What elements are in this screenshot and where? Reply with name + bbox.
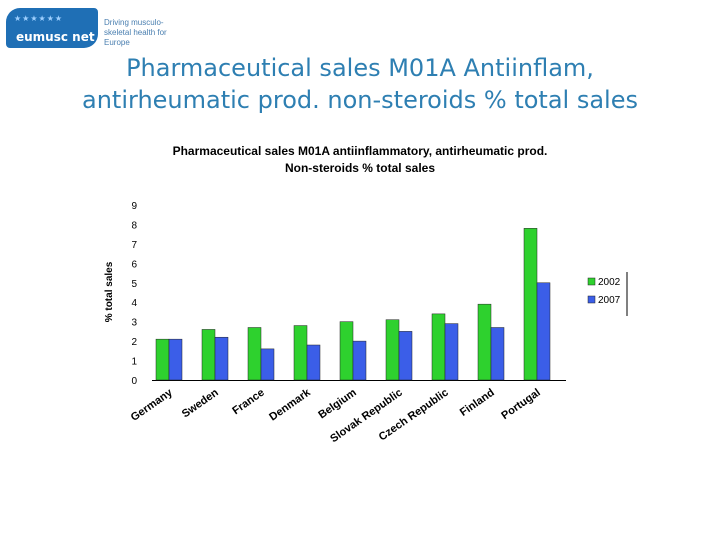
bar-2007: [306, 344, 321, 381]
y-tick-label: 9: [131, 201, 137, 212]
y-tick-label: 7: [131, 240, 137, 251]
legend-swatch-2002: [587, 277, 596, 286]
bar-2002: [201, 329, 216, 381]
legend-swatch-2007: [587, 295, 596, 304]
chart-title: Pharmaceutical sales M01A antiinflammato…: [173, 144, 548, 158]
logo-tagline: Driving musculo-skeletal health for Euro…: [104, 18, 167, 47]
bar-2007: [398, 331, 413, 381]
logo-stars-icon: ★★★★★★: [14, 14, 64, 23]
y-tick-label: 6: [131, 259, 137, 270]
y-axis-label: % total sales: [104, 261, 115, 322]
x-tick-label: Denmark: [267, 386, 313, 423]
slide-title-line-2: antirheumatic prod. non-steroids % total…: [82, 86, 638, 114]
x-tick-label: Germany: [129, 386, 176, 424]
y-tick-label: 1: [131, 357, 137, 368]
bar-2002: [293, 325, 308, 381]
slide-title: Pharmaceutical sales M01A Antiinflam, an…: [0, 52, 720, 116]
bar-2007: [444, 323, 459, 381]
chart-subtitle: Non-steroids % total sales: [285, 161, 435, 175]
eumusc-logo: ★★★★★★ eumusc net Driving musculo-skelet…: [6, 8, 186, 50]
legend-label-2002: 2002: [598, 277, 621, 288]
x-tick-label: Belgium: [316, 387, 359, 422]
y-tick-label: 8: [131, 220, 137, 231]
y-tick-label: 5: [131, 279, 137, 290]
bar-2002: [247, 327, 262, 381]
logo-mark: ★★★★★★ eumusc net: [6, 8, 98, 48]
bar-2007: [168, 338, 183, 381]
x-tick-label: Portugal: [499, 387, 542, 422]
slide-title-line-1: Pharmaceutical sales M01A Antiinflam,: [126, 54, 594, 82]
x-tick-label: France: [230, 387, 266, 418]
bar-2002: [385, 319, 400, 381]
bar-2002: [523, 228, 538, 381]
bar-2007: [352, 340, 367, 381]
y-tick-label: 4: [131, 298, 137, 309]
y-tick-label: 2: [131, 337, 137, 348]
y-tick-label: 0: [131, 376, 137, 387]
bar-2007: [490, 327, 505, 381]
legend-label-2007: 2007: [598, 295, 621, 306]
bar-2002: [339, 321, 354, 381]
bar-2007: [260, 348, 275, 381]
y-tick-label: 3: [131, 318, 137, 329]
x-tick-label: Sweden: [180, 386, 221, 420]
bar-2002: [477, 303, 492, 381]
x-tick-label: Finland: [458, 387, 497, 419]
logo-name: eumusc net: [16, 30, 95, 44]
bar-2002: [155, 338, 170, 381]
bar-2007: [536, 282, 551, 381]
bar-2002: [431, 313, 446, 381]
bar-2007: [214, 336, 229, 381]
